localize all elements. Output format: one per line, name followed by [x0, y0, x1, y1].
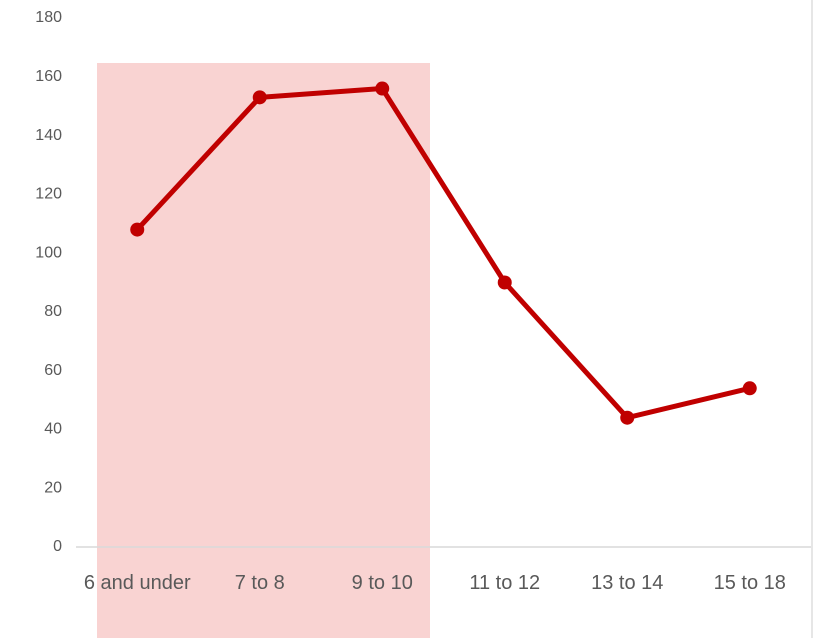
data-point	[742, 381, 757, 396]
y-tick-label: 80	[44, 303, 62, 320]
data-point	[130, 222, 145, 237]
y-tick-label: 100	[35, 244, 62, 261]
y-tick-label: 180	[35, 9, 62, 26]
data-point	[620, 410, 635, 425]
x-tick-label: 6 and under	[83, 572, 191, 594]
data-point	[252, 90, 267, 105]
y-tick-label: 120	[35, 186, 62, 203]
highlight-band	[97, 63, 430, 638]
x-tick-label: 9 to 10	[351, 572, 413, 594]
series-line	[135, 86, 751, 421]
data-point	[497, 275, 512, 290]
y-tick-label: 60	[44, 362, 62, 379]
y-tick-label: 0	[53, 538, 62, 555]
x-tick-label: 11 to 12	[469, 572, 541, 594]
y-tick-label: 140	[35, 127, 62, 144]
data-point	[375, 81, 390, 96]
y-tick-label: 20	[44, 479, 62, 496]
x-tick-label: 7 to 8	[234, 572, 285, 594]
y-tick-label: 40	[44, 421, 62, 438]
x-tick-label: 15 to 18	[713, 572, 786, 594]
y-tick-label: 160	[35, 68, 62, 85]
x-tick-label: 13 to 14	[591, 572, 664, 594]
